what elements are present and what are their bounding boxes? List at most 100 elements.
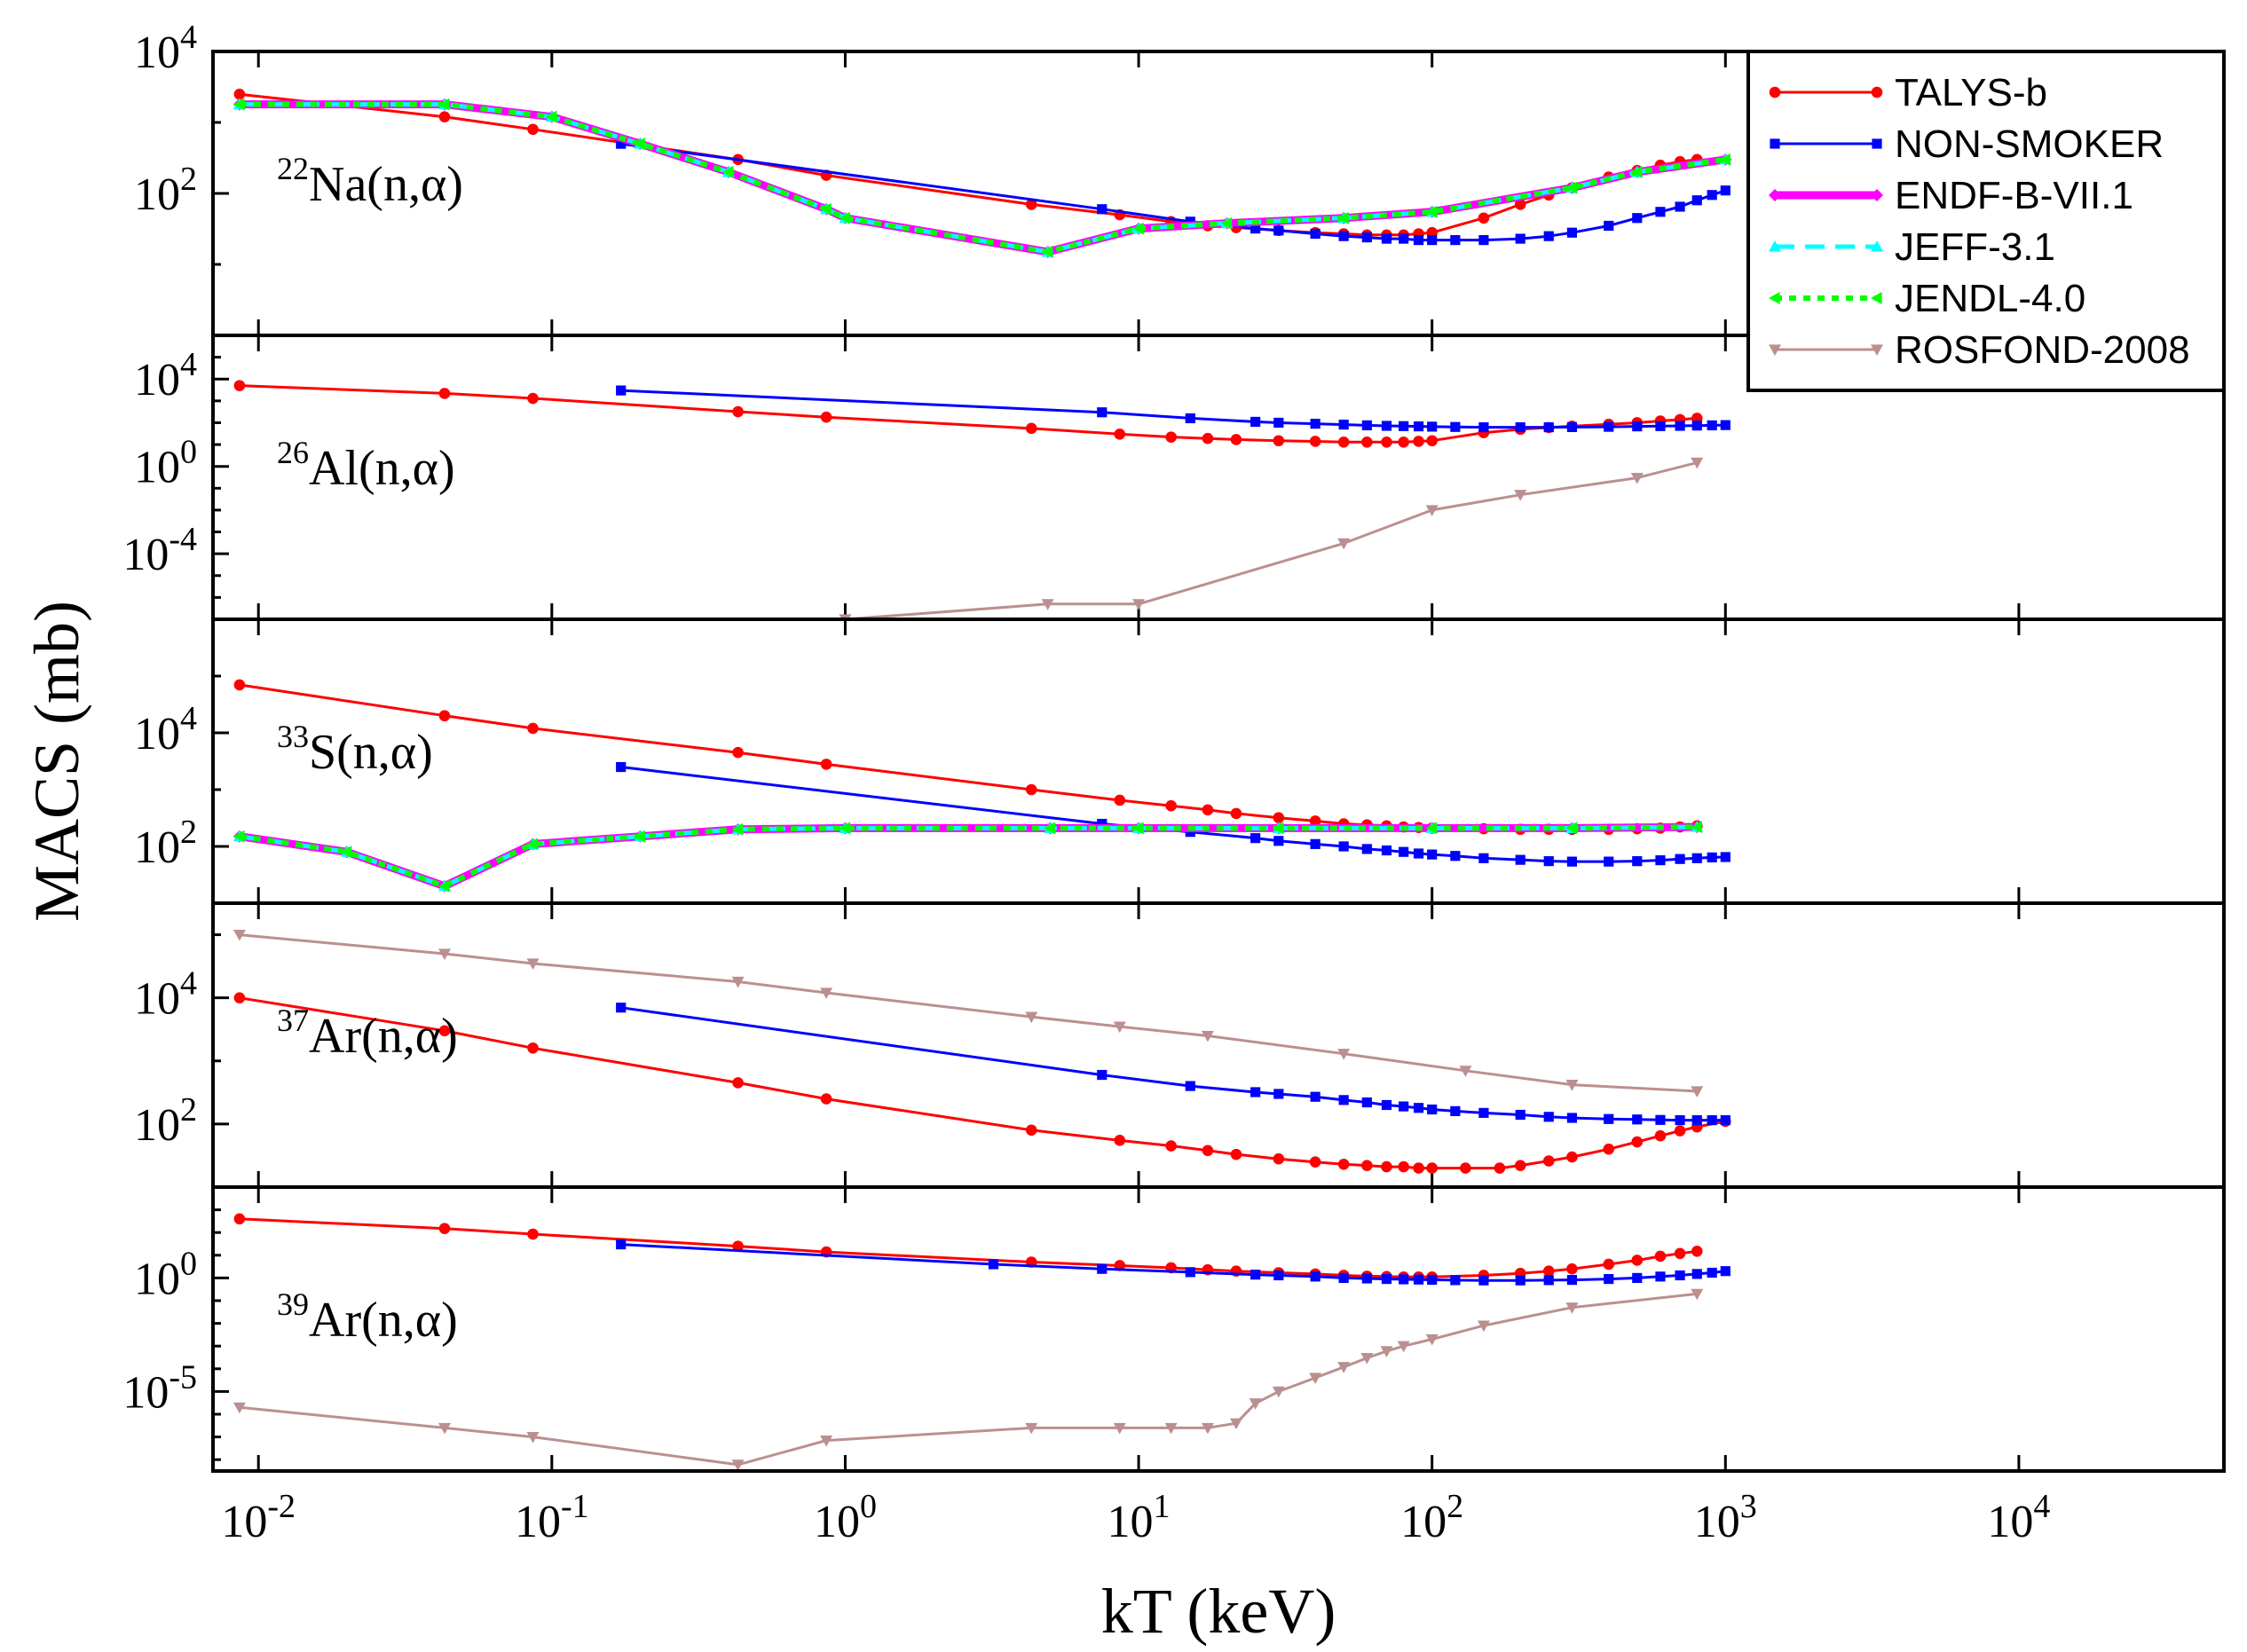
data-point bbox=[1450, 1105, 1461, 1116]
data-point bbox=[1309, 1373, 1322, 1384]
data-point bbox=[616, 138, 627, 149]
series-group bbox=[233, 1213, 1731, 1471]
legend-label: JENDL-4.0 bbox=[1895, 277, 2085, 320]
data-point bbox=[1515, 1109, 1526, 1121]
data-point bbox=[1025, 783, 1037, 796]
data-point bbox=[1097, 818, 1108, 830]
data-point bbox=[1691, 853, 1702, 863]
data-point bbox=[1450, 421, 1461, 432]
data-point bbox=[1338, 231, 1349, 241]
series-group bbox=[233, 929, 1731, 1174]
data-point bbox=[1202, 1145, 1214, 1157]
data-point bbox=[820, 759, 832, 770]
data-point bbox=[1230, 807, 1242, 820]
data-point bbox=[1113, 1422, 1126, 1435]
data-point bbox=[634, 830, 645, 843]
data-point bbox=[1427, 849, 1438, 860]
data-point bbox=[1250, 1087, 1261, 1097]
legend-label: NON-SMOKER bbox=[1895, 122, 2164, 166]
y-axis-ticks: 104 102 bbox=[134, 618, 2021, 905]
data-point bbox=[1398, 436, 1409, 448]
data-point bbox=[1413, 848, 1424, 859]
legend-label: JEFF-3.1 bbox=[1895, 225, 2055, 269]
data-point bbox=[1691, 821, 1702, 834]
data-point bbox=[634, 138, 645, 151]
data-point bbox=[1604, 856, 1614, 867]
data-point bbox=[1250, 1270, 1261, 1280]
panel-label: 22Na(n,α) bbox=[277, 151, 463, 212]
data-point bbox=[1566, 1275, 1578, 1286]
data-point bbox=[1337, 538, 1351, 550]
data-point bbox=[1427, 1274, 1438, 1286]
data-point bbox=[988, 1259, 999, 1270]
data-point bbox=[1477, 1320, 1490, 1333]
data-point bbox=[527, 392, 539, 405]
data-point bbox=[1381, 1160, 1392, 1173]
data-point bbox=[1310, 1271, 1321, 1282]
data-point bbox=[1604, 220, 1614, 232]
data-point bbox=[1041, 599, 1054, 610]
data-point bbox=[1494, 1162, 1506, 1174]
panel-frame bbox=[211, 1185, 2226, 1473]
data-point bbox=[1543, 231, 1554, 241]
data-point bbox=[1250, 833, 1261, 844]
data-point bbox=[233, 679, 246, 691]
data-point bbox=[1413, 1274, 1424, 1285]
y-tick-label: 102 bbox=[134, 1091, 197, 1151]
data-point bbox=[731, 1459, 745, 1471]
data-point bbox=[1309, 436, 1321, 447]
data-point bbox=[1361, 1273, 1372, 1284]
data-point bbox=[1691, 421, 1702, 431]
data-point bbox=[1630, 472, 1644, 484]
y-tick-label: 102 bbox=[134, 814, 197, 873]
data-point bbox=[1691, 1086, 1704, 1098]
data-point bbox=[1361, 232, 1372, 243]
data-point bbox=[1273, 417, 1284, 429]
data-point bbox=[1675, 201, 1685, 212]
data-point bbox=[438, 1223, 451, 1234]
data-point bbox=[1515, 421, 1526, 433]
data-point bbox=[1691, 1245, 1703, 1257]
data-point bbox=[526, 958, 540, 970]
x-tick-label: 10-2 bbox=[221, 1488, 296, 1547]
data-point bbox=[233, 380, 246, 391]
legend-box bbox=[1746, 50, 2226, 392]
data-point bbox=[1310, 1091, 1321, 1102]
data-point bbox=[1675, 1114, 1685, 1126]
data-point bbox=[1604, 1273, 1614, 1285]
series-line-non-smoker bbox=[620, 1006, 1726, 1122]
y-tick-label: 104 bbox=[134, 19, 197, 78]
legend-marker bbox=[1871, 86, 1883, 98]
data-point bbox=[616, 761, 627, 773]
data-point bbox=[1399, 1101, 1409, 1112]
data-point bbox=[1630, 165, 1643, 178]
data-point bbox=[1361, 1097, 1372, 1108]
data-point bbox=[526, 838, 539, 851]
data-point bbox=[1543, 1112, 1554, 1122]
data-point bbox=[1654, 1129, 1667, 1142]
data-point bbox=[1381, 1099, 1392, 1111]
y-tick-label: 100 bbox=[134, 434, 197, 493]
legend-marker bbox=[1769, 240, 1781, 252]
data-point bbox=[438, 948, 451, 960]
data-point bbox=[1273, 812, 1285, 823]
data-point bbox=[1097, 1263, 1108, 1274]
x-tick-label: 104 bbox=[1987, 1488, 2050, 1547]
y-tick-label: 102 bbox=[134, 161, 197, 220]
series-line-non-smoker bbox=[620, 766, 1726, 863]
data-point bbox=[233, 88, 246, 100]
data-point bbox=[1515, 1275, 1526, 1286]
data-point bbox=[1229, 1418, 1242, 1430]
data-point bbox=[1310, 838, 1321, 849]
data-point bbox=[1165, 799, 1177, 812]
data-point bbox=[1272, 1386, 1285, 1398]
data-point bbox=[1399, 421, 1409, 431]
data-point bbox=[233, 929, 246, 941]
data-point bbox=[1460, 1162, 1471, 1174]
x-axis-title: kT (keV) bbox=[1101, 1576, 1336, 1647]
data-point bbox=[1338, 419, 1349, 430]
data-point bbox=[1515, 233, 1526, 244]
data-point bbox=[820, 987, 833, 1000]
data-point bbox=[1041, 245, 1053, 258]
data-point bbox=[1566, 1263, 1578, 1275]
